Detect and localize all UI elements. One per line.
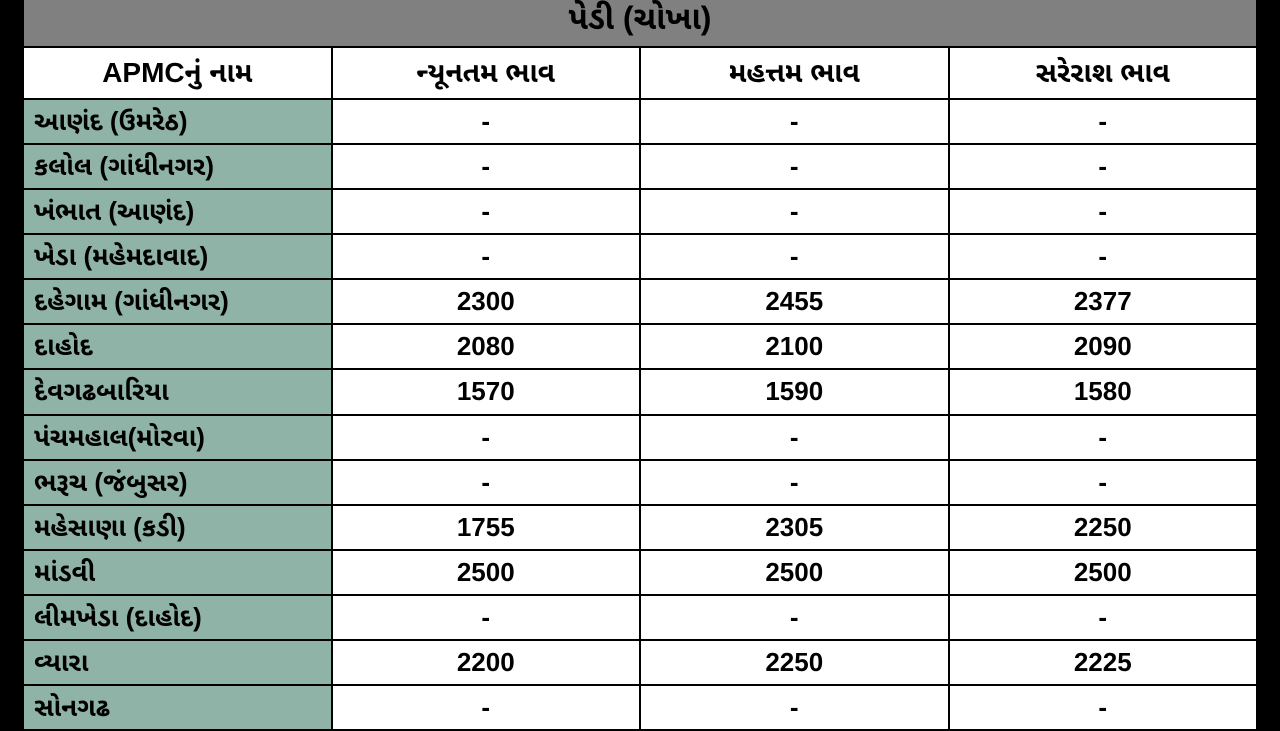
table-row: મહેસાણા (કડી) 1755 2305 2250	[23, 505, 1257, 550]
apmc-name-cell: ખંભાત (આણંદ)	[23, 189, 332, 234]
avg-price-cell: 2090	[949, 324, 1258, 369]
max-price-cell: -	[640, 144, 949, 189]
apmc-name-cell: માંડવી	[23, 550, 332, 595]
apmc-name-cell: લીમખેડા (દાહોદ)	[23, 595, 332, 640]
apmc-name-cell: દેવગઢબારિયા	[23, 369, 332, 414]
column-header-min: ન્યૂનતમ ભાવ	[332, 47, 641, 99]
avg-price-cell: 2500	[949, 550, 1258, 595]
table-row: માંડવી 2500 2500 2500	[23, 550, 1257, 595]
min-price-cell: 2300	[332, 279, 641, 324]
avg-price-cell: -	[949, 189, 1258, 234]
table-row: ખેડા (મહેમદાવાદ) - - -	[23, 234, 1257, 279]
max-price-cell: 2100	[640, 324, 949, 369]
apmc-name-cell: ભરૂચ (જંબુસર)	[23, 460, 332, 505]
table-row: કલોલ (ગાંધીનગર) - - -	[23, 144, 1257, 189]
avg-price-cell: -	[949, 685, 1258, 730]
max-price-cell: 2305	[640, 505, 949, 550]
apmc-name-cell: ખેડા (મહેમદાવાદ)	[23, 234, 332, 279]
max-price-cell: -	[640, 595, 949, 640]
avg-price-cell: -	[949, 234, 1258, 279]
max-price-cell: -	[640, 234, 949, 279]
table-row: લીમખેડા (દાહોદ) - - -	[23, 595, 1257, 640]
column-header-avg: સરેરાશ ભાવ	[949, 47, 1258, 99]
table-row: પંચમહાલ(મોરવા) - - -	[23, 415, 1257, 460]
apmc-name-cell: વ્યારા	[23, 640, 332, 685]
avg-price-cell: 2225	[949, 640, 1258, 685]
min-price-cell: -	[332, 144, 641, 189]
avg-price-cell: -	[949, 595, 1258, 640]
apmc-name-cell: દહેગામ (ગાંધીનગર)	[23, 279, 332, 324]
table-header-row: APMCનું નામ ન્યૂનતમ ભાવ મહત્તમ ભાવ સરેરા…	[23, 47, 1257, 99]
max-price-cell: 2250	[640, 640, 949, 685]
column-header-max: મહત્તમ ભાવ	[640, 47, 949, 99]
min-price-cell: 2200	[332, 640, 641, 685]
table-row: આણંદ (ઉમરેઠ) - - -	[23, 99, 1257, 144]
min-price-cell: 1755	[332, 505, 641, 550]
apmc-name-cell: પંચમહાલ(મોરવા)	[23, 415, 332, 460]
max-price-cell: -	[640, 99, 949, 144]
avg-price-cell: -	[949, 99, 1258, 144]
avg-price-cell: 2377	[949, 279, 1258, 324]
table-row: સોનગઢ - - -	[23, 685, 1257, 730]
max-price-cell: 2455	[640, 279, 949, 324]
apmc-name-cell: દાહોદ	[23, 324, 332, 369]
min-price-cell: -	[332, 685, 641, 730]
max-price-cell: -	[640, 415, 949, 460]
max-price-cell: 2500	[640, 550, 949, 595]
min-price-cell: -	[332, 595, 641, 640]
min-price-cell: 1570	[332, 369, 641, 414]
table-row: ભરૂચ (જંબુસર) - - -	[23, 460, 1257, 505]
max-price-cell: -	[640, 685, 949, 730]
table-title: પેડી (ચોખા)	[23, 0, 1257, 47]
apmc-name-cell: કલોલ (ગાંધીનગર)	[23, 144, 332, 189]
column-header-apmc: APMCનું નામ	[23, 47, 332, 99]
avg-price-cell: -	[949, 415, 1258, 460]
avg-price-cell: -	[949, 460, 1258, 505]
table-row: દહેગામ (ગાંધીનગર) 2300 2455 2377	[23, 279, 1257, 324]
max-price-cell: -	[640, 460, 949, 505]
apmc-name-cell: આણંદ (ઉમરેઠ)	[23, 99, 332, 144]
min-price-cell: 2080	[332, 324, 641, 369]
table-title-row: પેડી (ચોખા)	[23, 0, 1257, 47]
table-row: દાહોદ 2080 2100 2090	[23, 324, 1257, 369]
apmc-name-cell: મહેસાણા (કડી)	[23, 505, 332, 550]
min-price-cell: -	[332, 189, 641, 234]
price-table-container: પેડી (ચોખા) APMCનું નામ ન્યૂનતમ ભાવ મહત્…	[22, 0, 1258, 731]
max-price-cell: -	[640, 189, 949, 234]
min-price-cell: -	[332, 415, 641, 460]
max-price-cell: 1590	[640, 369, 949, 414]
table-row: વ્યારા 2200 2250 2225	[23, 640, 1257, 685]
min-price-cell: -	[332, 234, 641, 279]
min-price-cell: 2500	[332, 550, 641, 595]
avg-price-cell: 2250	[949, 505, 1258, 550]
min-price-cell: -	[332, 99, 641, 144]
table-row: ખંભાત (આણંદ) - - -	[23, 189, 1257, 234]
min-price-cell: -	[332, 460, 641, 505]
apmc-name-cell: સોનગઢ	[23, 685, 332, 730]
avg-price-cell: -	[949, 144, 1258, 189]
price-table: પેડી (ચોખા) APMCનું નામ ન્યૂનતમ ભાવ મહત્…	[22, 0, 1258, 731]
avg-price-cell: 1580	[949, 369, 1258, 414]
table-body: આણંદ (ઉમરેઠ) - - - કલોલ (ગાંધીનગર) - - -…	[23, 99, 1257, 730]
table-row: દેવગઢબારિયા 1570 1590 1580	[23, 369, 1257, 414]
